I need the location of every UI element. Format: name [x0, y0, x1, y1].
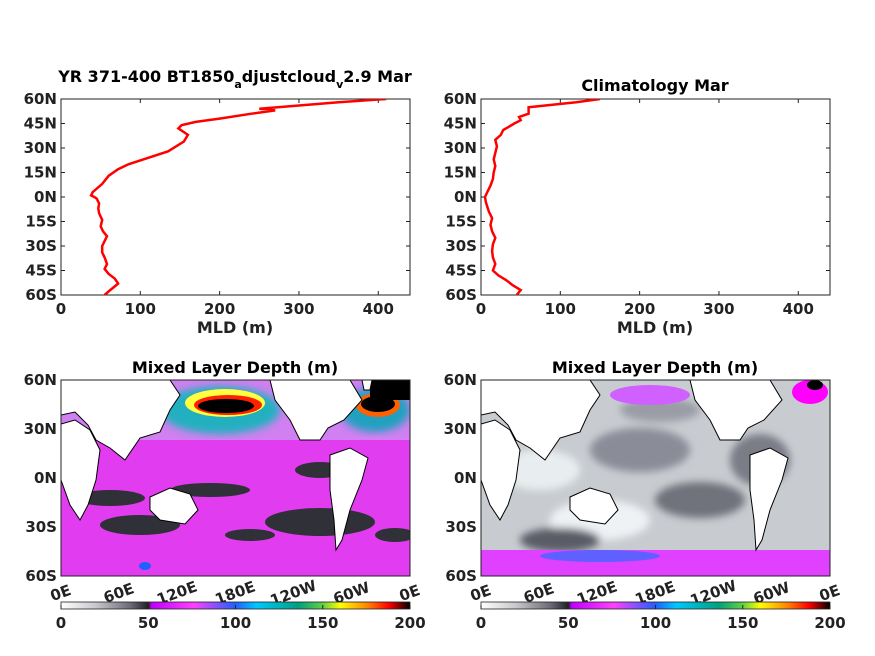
map-y-tick-label: 60N [444, 371, 477, 389]
y-tick-label: 15N [444, 164, 477, 182]
colorbar-tick-label: 200 [814, 614, 845, 632]
panel-climatology-profile: Climatology Mar 0 100 200 300 400 60N 45N 30N 15… [444, 76, 831, 337]
map-frame [60, 379, 411, 577]
axis-ticks: 0 100 200 300 400 60N 45N 30N 15N 0N 15S 30S 45S 60S [24, 90, 410, 318]
map-y-tick-label: 60S [445, 567, 477, 585]
x-tick-label: 0 [476, 300, 486, 318]
map-frame [480, 379, 831, 577]
map-y-tick-label: 30N [24, 420, 57, 438]
x-tick-label: 200 [624, 300, 655, 318]
plot-area [480, 98, 831, 296]
y-tick-label: 45S [25, 262, 57, 280]
colorbar-tick-label: 150 [727, 614, 758, 632]
y-tick-label: 45N [444, 115, 477, 133]
colorbar-tick-label: 200 [394, 614, 425, 632]
panel-climatology-map: Mixed Layer Depth (m) [444, 358, 846, 632]
colorbar-tick-label: 0 [56, 614, 66, 632]
map-y-tick-label: 0N [34, 469, 57, 487]
map-y-tick-label: 60N [24, 371, 57, 389]
x-tick-label: 200 [204, 300, 235, 318]
y-tick-label: 60S [445, 286, 477, 304]
colorbar: 0 50 100 150 200 [56, 601, 426, 632]
series-line-model [89, 99, 387, 295]
y-tick-label: 45S [445, 262, 477, 280]
map-model-title: Mixed Layer Depth (m) [132, 358, 338, 377]
map-y-tick-label: 30S [445, 518, 477, 536]
x-tick-label: 300 [283, 300, 314, 318]
axis-ticks: 0 100 200 300 400 60N 45N 30N 15N 0N 15S 30S 45S 60S [444, 90, 830, 318]
y-tick-label: 45N [24, 115, 57, 133]
map-y-tick-label: 60S [25, 567, 57, 585]
series-line-climatology [483, 99, 601, 295]
y-tick-label: 60S [25, 286, 57, 304]
x-tick-label: 0 [56, 300, 66, 318]
colorbar-tick-label: 0 [476, 614, 486, 632]
y-tick-label: 15N [24, 164, 57, 182]
mld-field-model [61, 380, 410, 576]
y-tick-label: 30S [25, 237, 57, 255]
y-tick-label: 30S [445, 237, 477, 255]
panel-model-map: Mixed Layer Depth (m) [24, 358, 426, 632]
x-tick-label: 100 [125, 300, 156, 318]
x-tick-label: 100 [545, 300, 576, 318]
map-y-tick-label: 30S [25, 518, 57, 536]
colorbar-tick-label: 100 [640, 614, 671, 632]
y-tick-label: 15S [25, 213, 57, 231]
panel-model-profile: YR 371-400 BT1850adjustcloudv2.9 Mar 0 10… [24, 67, 412, 337]
y-tick-label: 30N [444, 139, 477, 157]
y-tick-label: 0N [454, 188, 477, 206]
map-x-tick-label: 0E [397, 581, 423, 605]
y-tick-label: 60N [444, 90, 477, 108]
colorbar-tick-label: 50 [558, 614, 579, 632]
colorbar: 0 50 100 150 200 [476, 601, 846, 632]
x-axis-label: MLD (m) [197, 318, 273, 337]
x-axis-label: MLD (m) [617, 318, 693, 337]
map-y-tick-label: 0N [454, 469, 477, 487]
x-tick-label: 400 [363, 300, 394, 318]
map-x-tick-label: 0E [468, 581, 494, 605]
map-x-tick-label: 0E [817, 581, 843, 605]
x-tick-label: 300 [703, 300, 734, 318]
colorbar-tick-label: 150 [307, 614, 338, 632]
panel-climatology-title: Climatology Mar [581, 76, 728, 95]
map-y-tick-label: 30N [444, 420, 477, 438]
mld-field-climatology [481, 380, 830, 576]
y-tick-label: 60N [24, 90, 57, 108]
panel-model-title: YR 371-400 BT1850adjustcloudv2.9 Mar [57, 67, 412, 91]
colorbar-tick-label: 100 [220, 614, 251, 632]
map-climatology-title: Mixed Layer Depth (m) [552, 358, 758, 377]
y-tick-label: 0N [34, 188, 57, 206]
x-tick-label: 400 [783, 300, 814, 318]
y-tick-label: 30N [24, 139, 57, 157]
plot-area [60, 98, 411, 296]
map-x-tick-label: 0E [48, 581, 74, 605]
y-tick-label: 15S [445, 213, 477, 231]
colorbar-tick-label: 50 [138, 614, 159, 632]
